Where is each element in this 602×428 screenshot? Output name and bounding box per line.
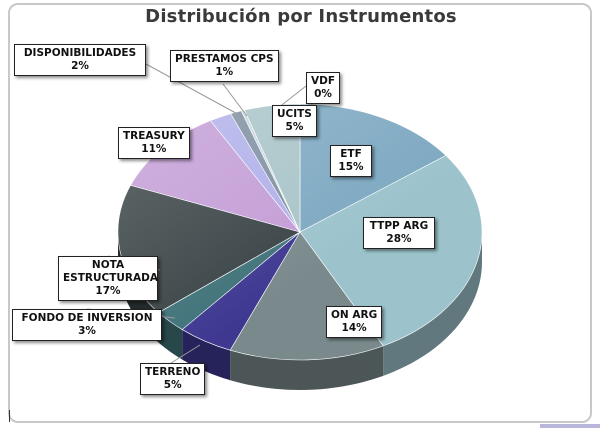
decorative-tick [9,410,10,422]
label-name: TTPP ARG [369,220,429,232]
leader-line-prestamos-cps [222,83,248,117]
data-label-disponibilidades: DISPONIBILIDADES 2% [14,44,146,76]
label-percent: 11% [141,143,167,155]
label-percent: 2% [71,60,89,72]
leader-line-vdf [277,85,307,109]
label-name: DISPONIBILIDADES [23,47,137,59]
label-name: ETF [340,148,362,160]
pie-side-on-arg [230,345,384,390]
data-label-ttpp-arg: TTPP ARG 28% [363,217,435,249]
label-name: TERRENO [145,366,201,378]
label-percent: 28% [386,233,412,245]
data-label-on-arg: ON ARG 14% [326,306,383,338]
chart-title: Distribución por Instrumentos [145,6,457,27]
label-percent: 14% [341,322,367,334]
pie-side-terreno [182,329,231,381]
data-label-terreno: TERRENO 5% [140,363,206,395]
pie-gloss [118,104,482,360]
label-name: PRESTAMOS CPS [175,53,274,65]
label-percent: 5% [285,121,304,133]
label-name: VDF [311,75,336,87]
data-label-fondo-de-inversion: FONDO DE INVERSION 3% [12,309,162,341]
data-label-ucits: UCITS 5% [272,105,317,137]
label-name: FONDO DE INVERSION [21,312,153,324]
label-name: UCITS [277,108,312,120]
label-name: TREASURY [123,130,185,142]
data-label-nota-estructurada: NOTA ESTRUCTURADA 17% [58,256,158,301]
data-label-prestamos-cps: PRESTAMOS CPS 1% [170,50,279,82]
label-percent: 17% [95,285,121,297]
label-percent: 15% [338,161,364,173]
leader-line-disponibilidades [145,63,244,118]
decorative-bar [540,424,600,428]
pie-side-ttpp-arg [383,232,482,376]
data-label-etf: ETF 15% [330,145,372,177]
pie-side-fondo-de-inversion [158,312,183,360]
leader-line-terreno [170,344,201,364]
label-name: ON ARG [331,309,378,321]
label-percent: 5% [163,379,182,391]
data-label-vdf: VDF 0% [306,72,341,104]
label-percent: 0% [314,88,332,100]
label-percent: 1% [215,66,234,78]
label-percent: 3% [78,325,96,337]
label-name: NOTA ESTRUCTURADA [63,259,158,284]
data-label-treasury: TREASURY 11% [118,127,190,159]
